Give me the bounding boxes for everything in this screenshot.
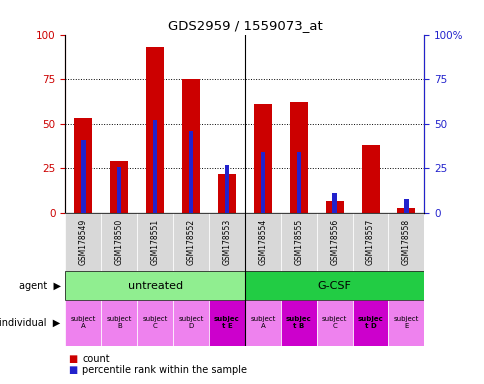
Bar <box>325 200 343 213</box>
Text: individual  ▶: individual ▶ <box>0 318 60 328</box>
Text: GSM178551: GSM178551 <box>151 219 159 265</box>
Bar <box>173 300 209 346</box>
Text: GSM178557: GSM178557 <box>365 219 374 265</box>
Text: subject
E: subject E <box>393 316 418 329</box>
Text: subjec
t D: subjec t D <box>357 316 383 329</box>
Bar <box>352 213 388 271</box>
Bar <box>146 47 164 213</box>
Bar <box>404 199 408 213</box>
Text: subjec
t E: subjec t E <box>213 316 240 329</box>
Bar <box>332 194 336 213</box>
Text: untreated: untreated <box>127 280 182 291</box>
Text: GSM178556: GSM178556 <box>330 219 338 265</box>
Bar <box>65 271 244 300</box>
Title: GDS2959 / 1559073_at: GDS2959 / 1559073_at <box>167 19 322 32</box>
Bar <box>388 300 424 346</box>
Bar <box>280 300 316 346</box>
Bar <box>388 213 424 271</box>
Bar <box>189 131 193 213</box>
Text: count: count <box>82 354 110 364</box>
Bar <box>209 300 244 346</box>
Bar <box>289 103 307 213</box>
Bar <box>316 213 352 271</box>
Text: subject
C: subject C <box>321 316 347 329</box>
Text: GSM178554: GSM178554 <box>258 219 267 265</box>
Bar <box>65 213 101 271</box>
Bar <box>209 213 244 271</box>
Text: subjec
t B: subjec t B <box>285 316 311 329</box>
Text: subject
A: subject A <box>250 316 275 329</box>
Bar <box>101 300 137 346</box>
Text: agent  ▶: agent ▶ <box>18 280 60 291</box>
Bar <box>153 120 157 213</box>
Bar <box>316 300 352 346</box>
Text: GSM178552: GSM178552 <box>186 219 195 265</box>
Text: subject
A: subject A <box>71 316 96 329</box>
Bar <box>173 213 209 271</box>
Bar <box>244 271 424 300</box>
Text: subject
D: subject D <box>178 316 203 329</box>
Text: subject
C: subject C <box>142 316 167 329</box>
Bar <box>101 213 137 271</box>
Bar <box>81 140 85 213</box>
Text: G-CSF: G-CSF <box>317 280 351 291</box>
Bar <box>244 213 280 271</box>
Bar <box>110 161 128 213</box>
Bar <box>182 79 200 213</box>
Bar <box>254 104 271 213</box>
Text: percentile rank within the sample: percentile rank within the sample <box>82 365 247 375</box>
Bar <box>244 300 280 346</box>
Text: ■: ■ <box>68 365 77 375</box>
Bar <box>397 208 414 213</box>
Bar <box>260 152 264 213</box>
Text: GSM178555: GSM178555 <box>294 219 302 265</box>
Bar <box>280 213 316 271</box>
Bar <box>137 213 173 271</box>
Text: GSM178553: GSM178553 <box>222 219 231 265</box>
Bar <box>65 300 101 346</box>
Text: subject
B: subject B <box>106 316 132 329</box>
Bar <box>225 165 228 213</box>
Text: GSM178550: GSM178550 <box>115 219 123 265</box>
Bar <box>218 174 235 213</box>
Bar <box>361 145 378 213</box>
Text: GSM178558: GSM178558 <box>401 219 410 265</box>
Bar <box>75 119 92 213</box>
Text: GSM178549: GSM178549 <box>79 219 88 265</box>
Bar <box>296 152 300 213</box>
Bar <box>137 300 173 346</box>
Bar <box>117 167 121 213</box>
Text: ■: ■ <box>68 354 77 364</box>
Bar <box>352 300 388 346</box>
